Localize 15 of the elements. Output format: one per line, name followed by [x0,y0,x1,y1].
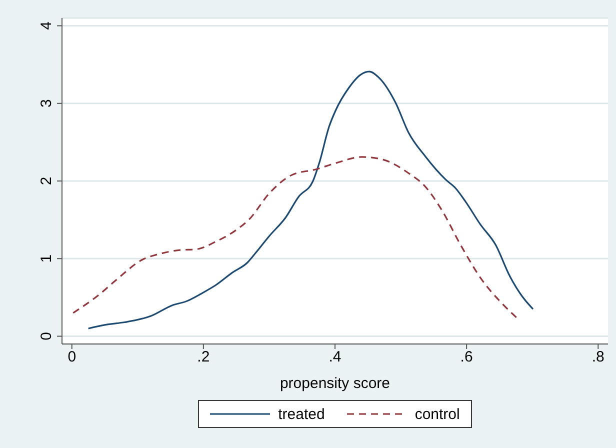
legend-label: control [414,406,460,422]
x-tick-label: .2 [197,348,210,366]
y-tick-label: 4 [38,22,55,30]
y-tick-label: 2 [38,176,55,186]
y-tick-label: 0 [38,332,55,340]
y-tick-label: 3 [38,99,55,108]
legend-label: treated [278,406,325,422]
x-tick-label: 0 [68,348,76,366]
x-axis-title: propensity score [280,375,390,392]
x-tick-label: .4 [328,348,342,366]
x-tick-label: .8 [592,348,604,366]
line-series [72,156,518,318]
y-tick-label: 1 [38,254,55,263]
line-series [88,70,534,330]
x-tick-label: .6 [460,348,473,366]
